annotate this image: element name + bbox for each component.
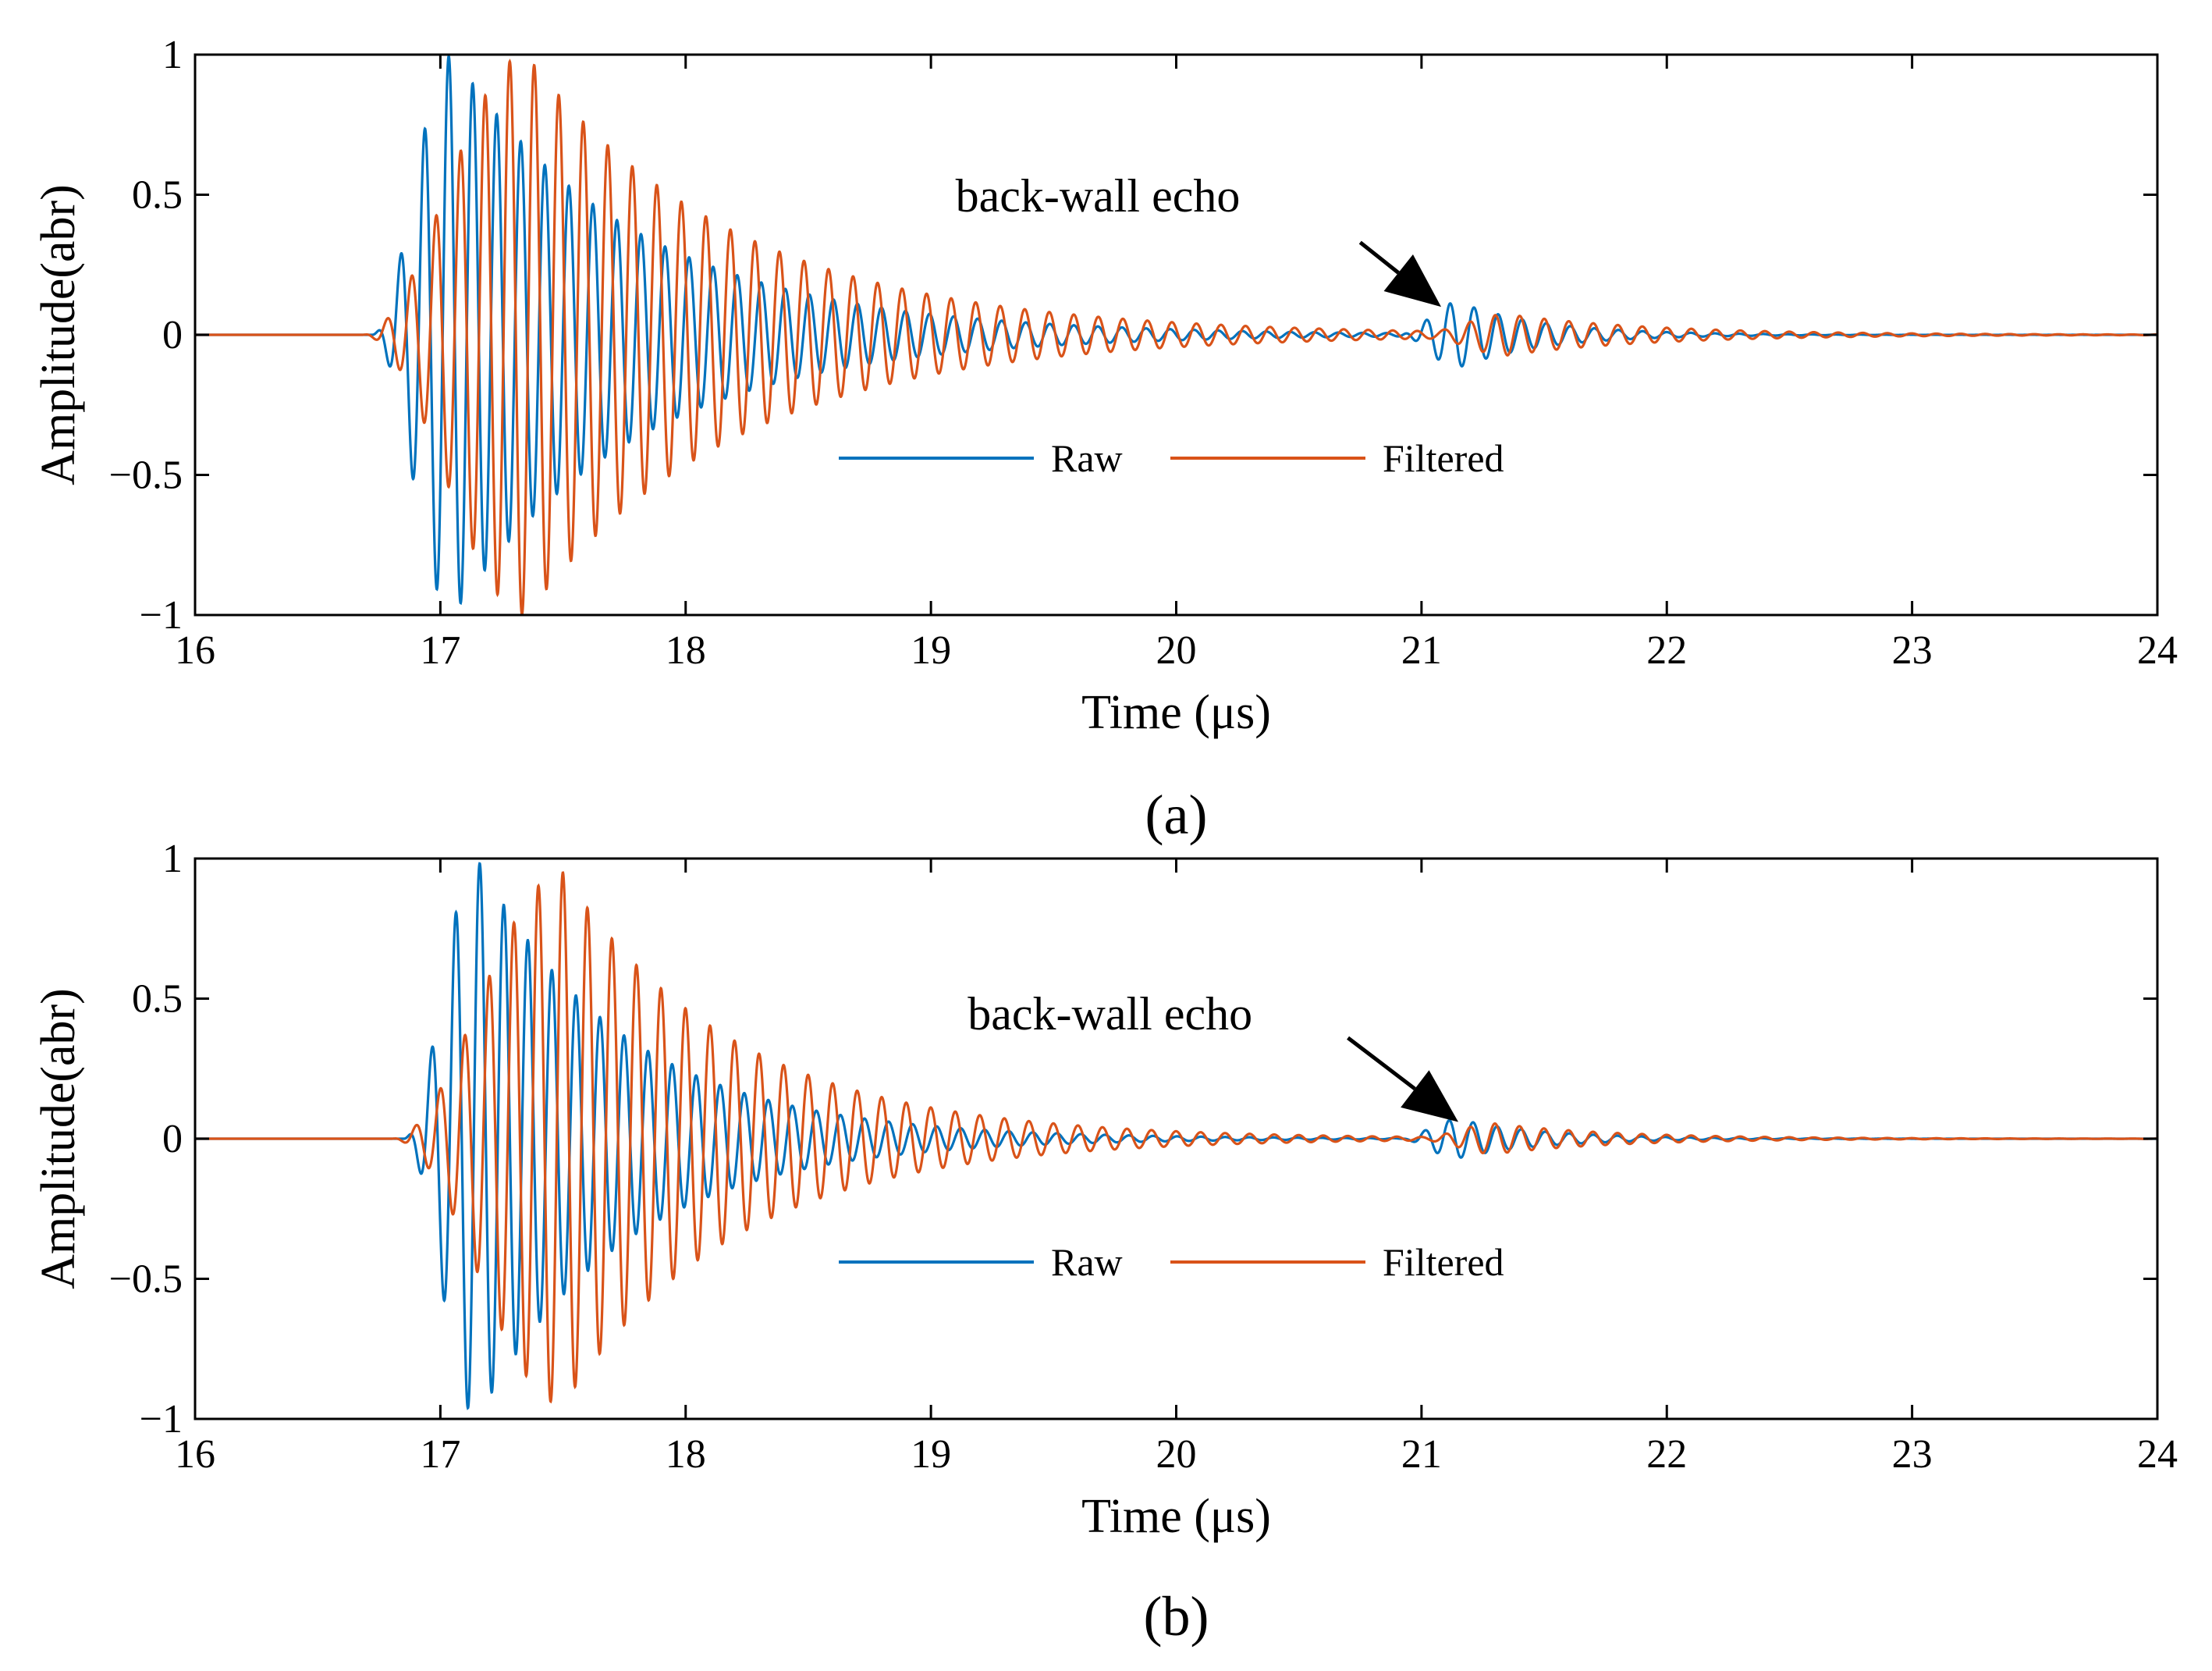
panel-caption-a: (a) [1145, 784, 1208, 846]
x-tick-label: 19 [911, 628, 951, 673]
x-tick-label: 22 [1646, 628, 1687, 673]
x-axis-label-a: Time (μs) [1081, 686, 1271, 739]
x-tick-label: 16 [175, 1432, 215, 1477]
y-tick-label: 0.5 [132, 977, 183, 1022]
x-tick-label: 20 [1156, 1432, 1197, 1477]
series-layer-b [195, 862, 2157, 1410]
y-tick-label: 0 [162, 313, 183, 357]
legend-a: Raw Filtered [839, 436, 1504, 480]
x-tick-label: 23 [1892, 628, 1933, 673]
y-tick-label: −0.5 [109, 453, 183, 498]
y-tick-label: 1 [162, 837, 183, 881]
y-tick-label: 0 [162, 1117, 183, 1161]
x-tick-label: 23 [1892, 1432, 1933, 1477]
ticks-b: 16 17 18 19 20 21 22 23 24 −1 −0.5 0 0.5 1 [109, 837, 2178, 1477]
y-tick-label: 1 [162, 33, 183, 77]
series-line-raw-b [195, 862, 2157, 1410]
x-tick-label: 17 [420, 1432, 460, 1477]
series-line-filtered-b [195, 871, 2157, 1404]
annotation-back-wall-echo-b: back-wall echo [968, 988, 1252, 1040]
x-tick-label: 18 [666, 1432, 706, 1477]
annotation-arrow-b [1347, 1036, 1416, 1091]
x-axis-label-b: Time (μs) [1081, 1490, 1271, 1543]
legend-label-raw-a: Raw [1051, 436, 1123, 480]
legend-label-filtered-a: Filtered [1383, 436, 1504, 480]
x-tick-label: 18 [666, 628, 706, 673]
annotation-arrowhead-a [1383, 254, 1442, 308]
series-layer-a [195, 55, 2157, 615]
series-line-filtered-a [195, 59, 2157, 615]
y-tick-label: −0.5 [109, 1257, 183, 1302]
y-tick-label: 0.5 [132, 173, 183, 218]
x-tick-label: 22 [1646, 1432, 1687, 1477]
x-tick-label: 21 [1401, 628, 1442, 673]
panel-b: 16 17 18 19 20 21 22 23 24−1−0.500.51 Time (μs) … [32, 837, 2178, 1648]
x-tick-label: 19 [911, 1432, 951, 1477]
annotation-arrowhead-b [1401, 1070, 1459, 1122]
legend-label-raw-b: Raw [1051, 1240, 1123, 1284]
y-axis-label-b: Amplitude(abr) [32, 988, 85, 1289]
x-tick-label: 21 [1401, 1432, 1442, 1477]
annotation-arrow-a [1358, 240, 1400, 275]
x-tick-label: 20 [1156, 628, 1197, 673]
ticks-a: 16 17 18 19 20 21 22 23 24 −1 −0.5 0 0.5 1 [109, 33, 2178, 673]
x-tick-label: 24 [2137, 1432, 2178, 1477]
x-tick-label: 16 [175, 628, 215, 673]
x-tick-label: 17 [420, 628, 460, 673]
x-tick-label: 24 [2137, 628, 2178, 673]
y-tick-label: −1 [140, 1397, 183, 1442]
y-tick-label: −1 [140, 593, 183, 638]
annotation-back-wall-echo-a: back-wall echo [956, 170, 1241, 222]
legend-b: Raw Filtered [839, 1240, 1504, 1284]
panel-caption-b: (b) [1144, 1585, 1209, 1648]
legend-label-filtered-b: Filtered [1383, 1240, 1504, 1284]
y-axis-label-a: Amplitude(abr) [32, 184, 85, 485]
panel-a: 16 17 18 19 20 21 22 23 24−1−0.500.51 Time (μs) … [32, 33, 2178, 846]
